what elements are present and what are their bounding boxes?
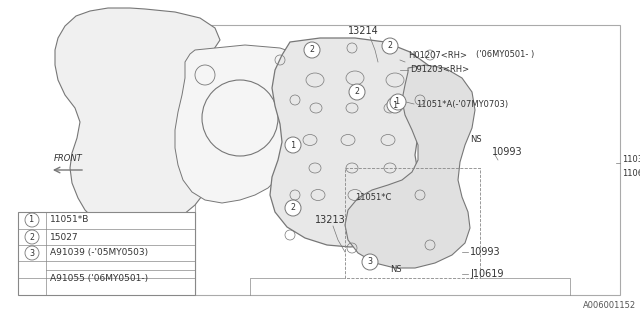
Text: J10619: J10619	[470, 269, 504, 279]
Text: ('06MY0501- ): ('06MY0501- )	[476, 51, 534, 60]
Text: 13214: 13214	[348, 26, 379, 36]
Polygon shape	[345, 65, 475, 268]
Text: 13213: 13213	[315, 215, 346, 225]
Circle shape	[25, 246, 39, 260]
Text: NS: NS	[470, 135, 482, 145]
Text: FRONT: FRONT	[54, 154, 83, 163]
Text: A91039 (-'05MY0503): A91039 (-'05MY0503)	[50, 249, 148, 258]
Circle shape	[25, 230, 39, 244]
Text: 10993: 10993	[470, 247, 500, 257]
Text: 1: 1	[392, 100, 397, 109]
Bar	[345, 168, 480, 278]
Text: 11051*A(-'07MY0703): 11051*A(-'07MY0703)	[416, 100, 508, 108]
Text: 11051*B: 11051*B	[50, 215, 90, 225]
Bar	[195, 25, 620, 295]
Circle shape	[285, 200, 301, 216]
Circle shape	[362, 254, 378, 270]
Text: 2: 2	[29, 233, 35, 242]
Text: 1: 1	[396, 98, 401, 107]
Circle shape	[390, 94, 406, 110]
Text: 1: 1	[291, 140, 296, 149]
Circle shape	[25, 213, 39, 227]
Text: 15027: 15027	[50, 233, 79, 242]
Circle shape	[304, 42, 320, 58]
Text: 3: 3	[29, 249, 35, 258]
Text: 1: 1	[29, 215, 35, 225]
Circle shape	[387, 97, 403, 113]
Text: 3: 3	[367, 258, 372, 267]
Bar	[18, 212, 195, 295]
Polygon shape	[175, 45, 310, 203]
Text: NS: NS	[390, 266, 402, 275]
Text: 11063<LH>: 11063<LH>	[622, 169, 640, 178]
Text: 2: 2	[387, 42, 392, 51]
Text: A006001152: A006001152	[583, 301, 636, 310]
Circle shape	[349, 84, 365, 100]
Polygon shape	[270, 38, 435, 247]
Text: 11039<RH>: 11039<RH>	[622, 156, 640, 164]
Circle shape	[285, 137, 301, 153]
Text: A91055 ('06MY0501-): A91055 ('06MY0501-)	[50, 275, 148, 284]
Text: 11051*C: 11051*C	[355, 194, 392, 203]
Text: 2: 2	[291, 204, 296, 212]
Text: D91203<RH>: D91203<RH>	[410, 66, 469, 75]
Polygon shape	[55, 8, 220, 232]
Text: H01207<RH>: H01207<RH>	[408, 51, 467, 60]
Text: 2: 2	[310, 45, 314, 54]
Circle shape	[382, 38, 398, 54]
Text: 10993: 10993	[492, 147, 523, 157]
Text: 2: 2	[355, 87, 360, 97]
